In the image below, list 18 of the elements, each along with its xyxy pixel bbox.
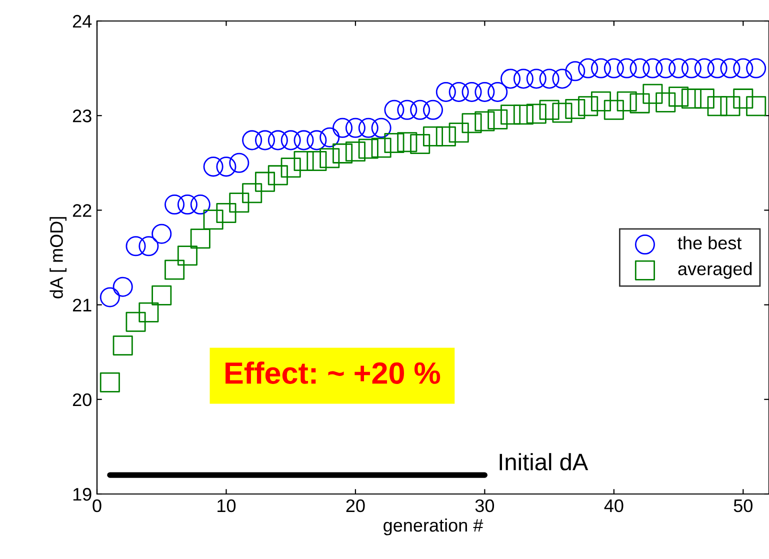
x-tick-label: 50	[734, 499, 752, 512]
y-tick-label: 19	[73, 488, 92, 501]
y-axis-title: dA [ mOD]	[50, 217, 66, 298]
series-label: Initial dA	[500, 453, 588, 470]
x-tick-label: 30	[475, 499, 494, 512]
x-tick-label: 40	[604, 499, 624, 512]
legend-label: averaged	[678, 262, 752, 279]
x-tick-label: 20	[346, 499, 365, 512]
y-tick-label: 23	[72, 110, 92, 122]
x-tick-label: 10	[218, 499, 236, 512]
legend-label: the best	[678, 236, 742, 250]
y-tick-label: 22	[72, 204, 92, 217]
y-tick-label: 20	[72, 393, 92, 406]
x-axis-title: generation #	[384, 518, 484, 536]
y-tick-label: 24	[72, 14, 92, 28]
annotation: Effect: ~ +20 %	[226, 362, 440, 384]
y-tick-label: 21	[72, 298, 92, 312]
x-tick-label: 0	[92, 499, 102, 512]
